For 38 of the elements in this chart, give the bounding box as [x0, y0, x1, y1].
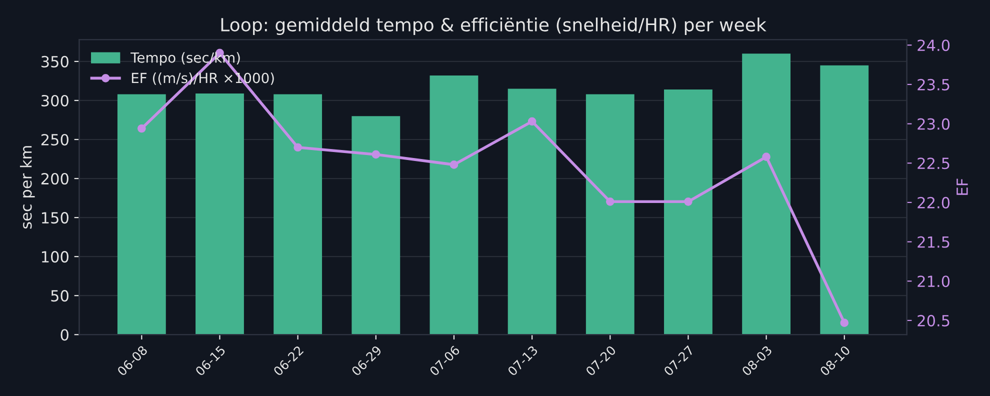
- y-tick-label: 50: [51, 290, 68, 302]
- y-tick-label: 200: [41, 172, 68, 185]
- y-tick-label: 150: [42, 212, 68, 224]
- y2-tick-label: 23.0: [918, 118, 950, 130]
- y2-tick-label: 20.5: [918, 314, 950, 326]
- y-tick-label: 100: [42, 251, 68, 263]
- point: [528, 117, 536, 126]
- bar: [274, 94, 322, 335]
- point: [606, 197, 614, 206]
- y-tick-label: 300: [41, 94, 68, 106]
- y-tick-label: 0: [60, 329, 68, 341]
- y-axis-title: sec per km: [20, 146, 35, 229]
- point: [137, 124, 146, 133]
- bar: [352, 116, 400, 335]
- point: [294, 143, 302, 152]
- y2-axis-title: EF: [956, 178, 968, 195]
- y2-tick-label: 23.5: [918, 78, 950, 90]
- bar: [820, 65, 869, 335]
- y2-tick-label: 22.5: [918, 158, 950, 170]
- bar: [430, 76, 478, 335]
- bar: [117, 94, 166, 335]
- y2-tick-label: 22.0: [918, 196, 950, 208]
- y-tick-label: 350: [41, 56, 68, 68]
- point: [840, 318, 849, 327]
- chart-title: Loop: gemiddeld tempo & efficiëntie (snelheid/HR) per week: [221, 18, 766, 36]
- point: [684, 197, 692, 206]
- y2-tick-label: 21.5: [918, 236, 950, 248]
- bar: [508, 88, 556, 335]
- bar: [586, 94, 634, 335]
- y2-tick-label: 24.0: [918, 40, 950, 52]
- y2-tick-label: 21.0: [918, 276, 950, 288]
- bar: [664, 90, 712, 335]
- bar: [196, 93, 244, 335]
- bar: [742, 54, 790, 335]
- y-tick-label: 250: [41, 134, 68, 146]
- point: [372, 150, 380, 159]
- point: [450, 160, 458, 169]
- point: [762, 152, 770, 161]
